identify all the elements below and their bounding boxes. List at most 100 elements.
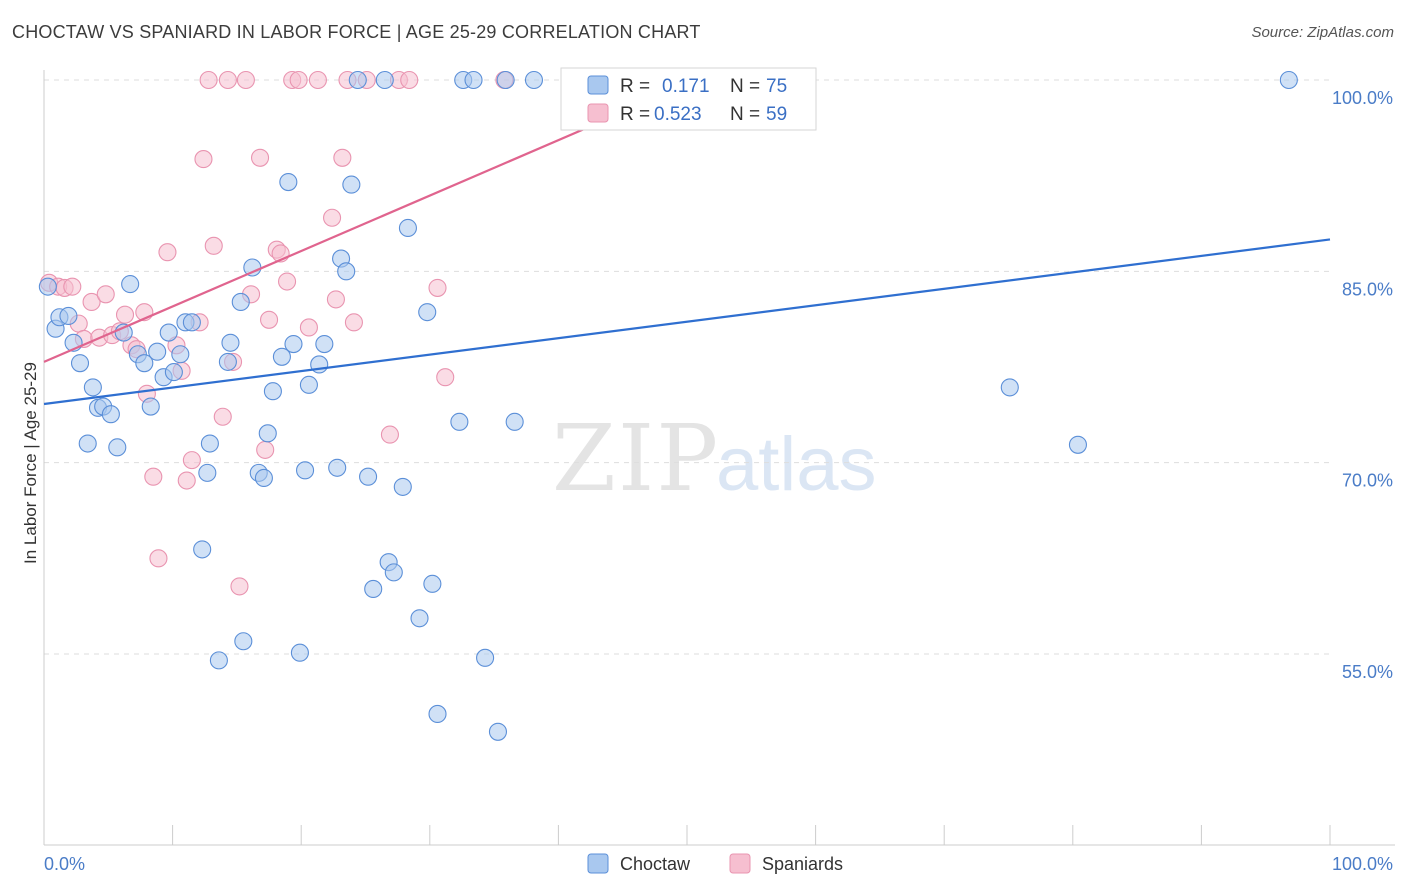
spaniards-point [204,236,223,255]
choctaw-point [418,303,437,322]
choctaw-point [209,651,228,670]
choctaw-point [359,467,378,486]
choctaw-trend-line [43,238,1331,406]
choctaw-point [38,277,57,296]
x-tick-label: 0.0% [44,854,85,874]
spaniards-point [333,148,352,167]
spaniards-point [230,577,249,596]
legend-spaniards-n-value: 59 [766,104,787,125]
y-axis-label: In Labor Force | Age 25-29 [21,362,40,564]
bottom-legend-choctaw-swatch [587,853,609,874]
spaniards-point [213,407,232,426]
choctaw-point [279,172,298,192]
choctaw-point [182,313,201,332]
spaniards-point [380,425,399,444]
y-tick-label: 85.0% [1342,279,1393,299]
choctaw-point [148,342,167,361]
choctaw-point [505,412,524,431]
spaniards-point [177,471,196,490]
choctaw-point [290,643,309,662]
choctaw-point [299,375,318,394]
choctaw-point [254,468,273,488]
choctaw-point [428,704,447,724]
spaniards-points [40,70,709,596]
choctaw-point [1068,435,1087,454]
spaniards-point [149,549,168,568]
chart-title: CHOCTAW VS SPANIARD IN LABOR FORCE | AGE… [12,22,701,42]
spaniards-point [182,451,201,470]
choctaw-point [164,363,183,382]
choctaw-point [476,648,495,667]
legend-spaniards-r-label: R = [620,104,650,125]
choctaw-point [1279,70,1298,90]
legend-choctaw-n-value: 75 [766,76,787,97]
spaniards-point [308,70,327,90]
choctaw-point [450,412,469,431]
spaniards-point [436,368,455,387]
y-tick-label: 55.0% [1342,662,1393,682]
spaniards-point [144,467,163,486]
spaniards-point [326,290,345,309]
legend-choctaw-swatch [587,75,609,95]
choctaw-point [108,438,127,457]
choctaw-point [263,382,282,401]
spaniards-point [194,150,213,169]
legend-choctaw-n-label: N = [730,76,760,97]
choctaw-point [393,477,412,496]
choctaw-point [328,458,347,477]
x-tick-label: 100.0% [1332,854,1393,874]
y-tick-label: 100.0% [1332,88,1393,108]
choctaw-point [221,333,240,352]
y-tick-label: 70.0% [1342,471,1393,491]
choctaw-point [464,70,483,90]
choctaw-point [234,632,253,651]
spaniards-point [256,440,275,459]
legend: R = 0.171 N = 75 R = 0.523 N = 59 [560,67,817,131]
legend-choctaw-r-value: 0.171 [662,76,710,97]
legend-spaniards-swatch [587,103,609,123]
choctaw-point [342,175,361,194]
spaniards-point [289,70,308,90]
spaniards-point [323,208,342,227]
choctaw-point [121,275,140,294]
choctaw-point [258,424,277,443]
watermark-atlas: atlas [716,422,877,507]
choctaw-point [83,378,102,397]
bottom-legend-spaniards: Spaniards [762,854,843,874]
choctaw-point [296,461,315,480]
watermark-zip: ZIP [552,405,720,512]
spaniards-point [96,285,115,304]
y-tick-labels: 100.0% 85.0% 70.0% 55.0% [1332,88,1393,682]
choctaw-point [337,262,356,281]
spaniards-point [63,277,82,296]
spaniards-point [428,278,447,297]
legend-spaniards-r-value: 0.523 [654,104,702,125]
choctaw-point [159,323,178,342]
spaniards-point [250,148,270,167]
choctaw-point [198,463,217,482]
bottom-legend: Choctaw Spaniards [587,853,843,874]
choctaw-point [101,405,120,424]
choctaw-point [348,70,367,90]
choctaw-point [364,579,383,598]
choctaw-point [315,334,334,354]
spaniards-point [344,313,363,332]
legend-spaniards-n-label: N = [730,104,760,125]
choctaw-point [70,354,90,373]
spaniards-point [236,70,255,90]
choctaw-point [410,609,429,628]
x-tick-labels: 0.0% 100.0% [44,854,1393,874]
spaniards-point [218,70,237,90]
spaniards-point [259,310,279,329]
choctaw-point [496,70,515,90]
choctaw-point [231,292,250,311]
spaniards-point [299,318,318,337]
choctaw-point [78,434,97,453]
choctaw-point [135,354,154,373]
choctaw-point [398,218,417,238]
choctaw-point [488,722,508,741]
choctaw-point [384,563,403,582]
choctaw-point [423,574,442,593]
spaniards-point [400,70,419,90]
